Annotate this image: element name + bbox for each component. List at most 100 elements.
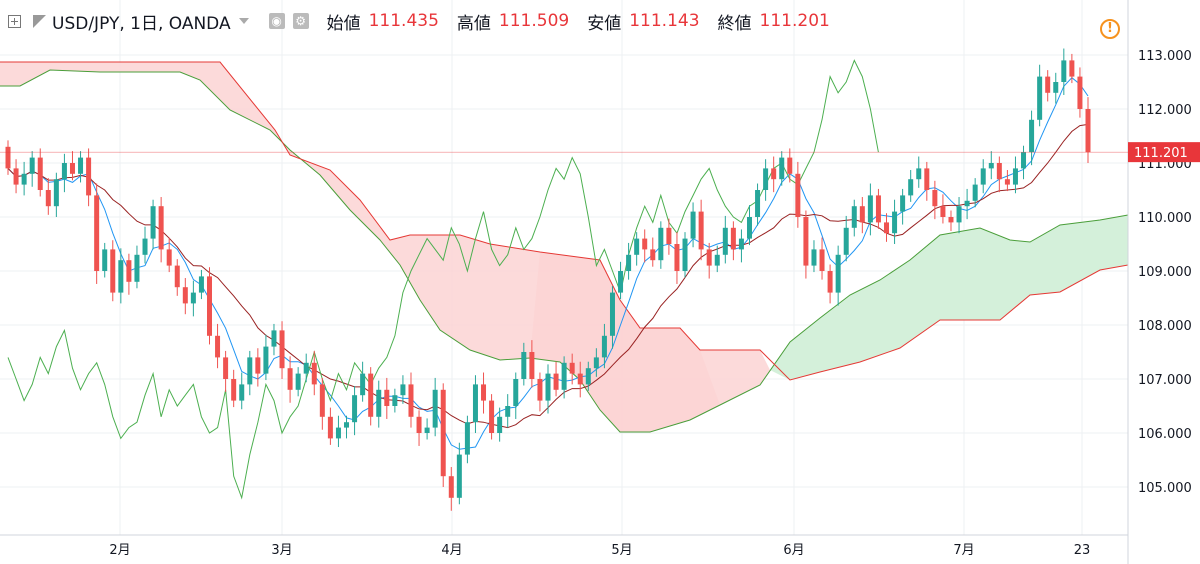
candle-body [537, 379, 543, 401]
y-tick-label: 105.000 [1138, 481, 1192, 496]
candle-body [335, 427, 341, 439]
candle-body [819, 249, 825, 271]
chevron-down-icon[interactable] [238, 18, 249, 24]
x-tick-label: 4月 [441, 543, 462, 558]
candle-body [618, 271, 624, 293]
collapse-icon[interactable] [8, 14, 21, 28]
candle-body [1037, 76, 1043, 120]
candle-body [1021, 152, 1027, 169]
candle-body [1077, 76, 1083, 109]
gear-icon[interactable]: ⚙ [292, 13, 309, 29]
close-label: 終値 [717, 13, 752, 34]
candle-body [150, 206, 156, 239]
candle-body [1029, 119, 1035, 153]
candle-body [892, 211, 898, 234]
candle-body [456, 454, 462, 498]
candle-body [287, 368, 293, 390]
eye-icon[interactable]: ◉ [268, 13, 285, 29]
candle-body [634, 238, 640, 255]
candle-body [198, 276, 204, 293]
candle-body [45, 190, 51, 207]
candle-body [642, 238, 648, 250]
candle-body [948, 217, 954, 223]
candle-body [706, 249, 712, 266]
candle-body [1061, 60, 1067, 82]
x-tick-label: 7月 [953, 543, 974, 558]
candle-body [771, 168, 777, 180]
candle-body [344, 422, 350, 428]
lagging-span-line [7, 59, 879, 500]
candle-body [166, 249, 172, 266]
x-tick-label: 23 [1074, 543, 1091, 558]
candle-body [626, 254, 632, 271]
candle-body [1069, 60, 1075, 77]
candle-body [53, 179, 59, 207]
candle-body [940, 206, 946, 217]
candle-body [666, 227, 672, 244]
candle-body [924, 168, 930, 190]
candle-body [78, 157, 84, 174]
candle-body [609, 292, 615, 336]
candle-body [1085, 109, 1091, 153]
candle-body [738, 238, 744, 250]
symbol-title[interactable]: USD/JPY, 1日, OANDA [52, 13, 231, 34]
warning-icon[interactable]: ! [1100, 19, 1120, 39]
open-label: 始値 [326, 13, 361, 34]
candle-body [779, 157, 785, 180]
open-value: 111.435 [368, 11, 439, 31]
candle-body [843, 227, 849, 255]
candle-body [658, 227, 664, 261]
candle-body [303, 362, 309, 374]
candle-body [134, 254, 140, 282]
y-tick-label: 112.000 [1138, 103, 1192, 118]
cloud-bullish [770, 215, 1128, 380]
candle-body [932, 190, 938, 207]
candle-body [319, 384, 325, 417]
candle-body [682, 238, 688, 271]
candle-body [424, 427, 430, 433]
candle-body [94, 195, 100, 271]
candle-body [755, 190, 761, 217]
leading-span-b-line [0, 61, 1129, 381]
candle-body [400, 384, 406, 396]
symbol-flag-icon [33, 14, 46, 28]
candle-body [916, 168, 922, 180]
y-tick-label: 113.000 [1138, 49, 1192, 64]
candle-body [190, 292, 196, 304]
candle-body [408, 384, 414, 417]
candle-body [376, 389, 382, 417]
candle-body [1012, 168, 1018, 185]
candle-body [158, 206, 164, 250]
close-value: 111.201 [759, 11, 830, 31]
candle-body [174, 265, 180, 288]
y-tick-label: 108.000 [1138, 319, 1192, 334]
candle-body [271, 330, 277, 347]
candle-body [730, 227, 736, 250]
x-tick-label: 5月 [611, 543, 632, 558]
candle-body [223, 357, 229, 379]
candle-body [561, 362, 567, 390]
candle-body [674, 244, 680, 271]
candle-body [311, 362, 317, 385]
last-price-label: 111.201 [1134, 146, 1188, 161]
candle-body [996, 163, 1002, 180]
candle-body [247, 357, 253, 385]
candle-body [900, 195, 906, 212]
candle-body [803, 217, 809, 266]
candle-body [86, 157, 92, 196]
low-value: 111.143 [629, 11, 700, 31]
y-tick-label: 109.000 [1138, 265, 1192, 280]
candle-body [472, 384, 478, 423]
candle-body [593, 357, 599, 369]
candle-body [263, 346, 269, 374]
x-tick-label: 3月 [271, 543, 292, 558]
high-value: 111.509 [498, 11, 570, 31]
candle-body [521, 352, 527, 379]
candle-body [464, 422, 470, 455]
candle-body [545, 373, 551, 401]
candle-body [908, 179, 914, 196]
candle-body [142, 238, 148, 255]
x-tick-label: 6月 [783, 543, 804, 558]
candle-body [714, 254, 720, 266]
